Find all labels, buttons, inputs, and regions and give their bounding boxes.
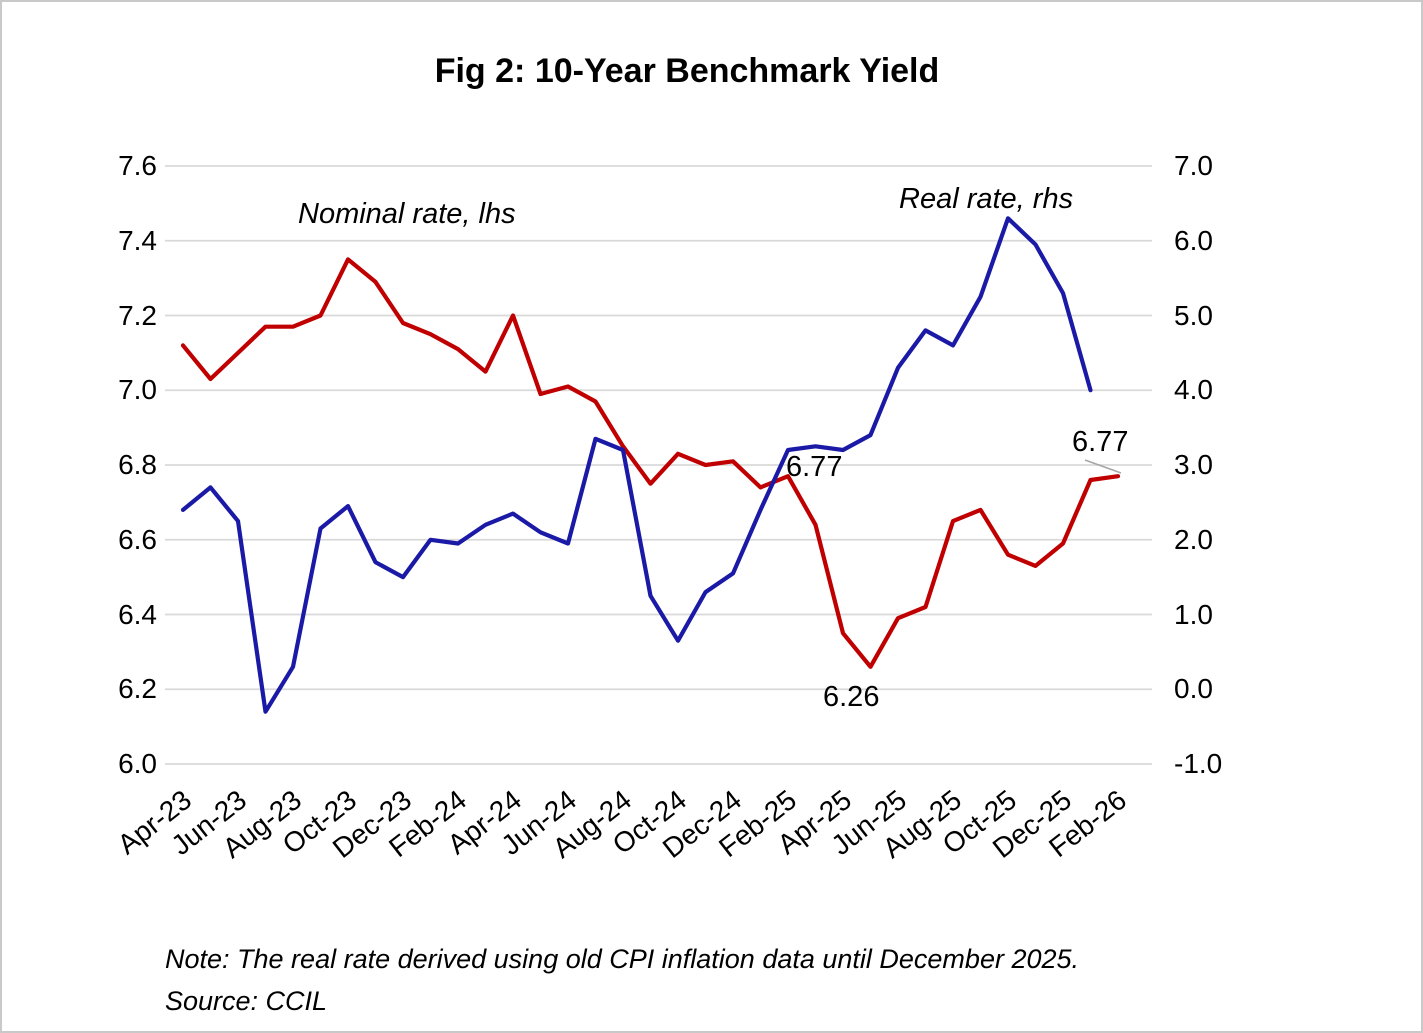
- left-axis-tick: 6.6: [118, 523, 157, 555]
- data-label: 6.77: [1072, 426, 1129, 458]
- note-text: Note: The real rate derived using old CP…: [165, 944, 1080, 974]
- data-label: 6.26: [823, 681, 880, 713]
- right-axis-tick: 3.0: [1174, 449, 1213, 480]
- real-rate-line: [180, 216, 1093, 714]
- source-text: Source: CCIL: [165, 986, 328, 1016]
- left-axis-tick: 6.8: [118, 449, 157, 480]
- right-axis-tick: 6.0: [1174, 224, 1213, 256]
- nominal-rate-line: [180, 257, 1121, 669]
- data-label: 6.77: [786, 451, 843, 483]
- left-axis-tick: 6.0: [118, 748, 157, 779]
- left-axis-tick: 6.4: [118, 598, 157, 630]
- left-axis-tick: 7.2: [118, 299, 157, 331]
- right-axis-tick: 4.0: [1174, 374, 1213, 406]
- leader-line: [1084, 459, 1122, 474]
- right-axis-tick: 7.0: [1174, 150, 1213, 181]
- right-axis-tick: 0.0: [1174, 673, 1213, 705]
- left-axis-tick: 7.4: [118, 224, 157, 256]
- left-axis-tick: 6.2: [118, 673, 157, 705]
- series-label-real-rate: Real rate, rhs: [899, 183, 1074, 215]
- left-axis-tick: 7.0: [118, 374, 157, 406]
- right-axis-tick: 1.0: [1174, 598, 1213, 630]
- right-axis-tick: 2.0: [1174, 523, 1213, 555]
- right-axis-tick: 5.0: [1174, 299, 1213, 331]
- series-label-nominal-rate: Nominal rate, lhs: [298, 198, 516, 230]
- right-axis-tick: -1.0: [1174, 748, 1223, 779]
- chart-title: Fig 2: 10-Year Benchmark Yield: [434, 52, 940, 90]
- left-axis-tick: 7.6: [118, 150, 157, 181]
